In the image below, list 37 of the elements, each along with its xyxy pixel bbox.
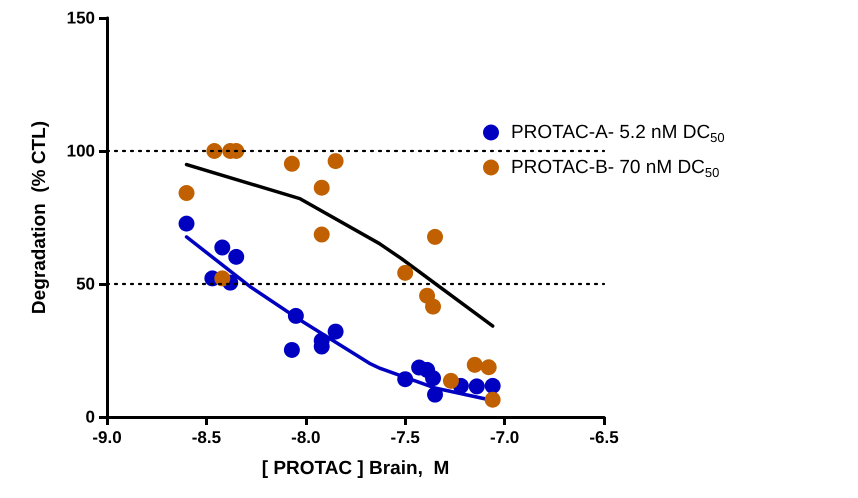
- point: [206, 143, 222, 159]
- point: [228, 248, 244, 265]
- x-tick-label: -7.0: [490, 428, 520, 447]
- y-tick-label: 100: [66, 142, 95, 160]
- point: [484, 392, 501, 408]
- point: [466, 356, 483, 373]
- point: [468, 378, 485, 394]
- point: [397, 264, 414, 281]
- point: [484, 378, 501, 394]
- point: [178, 216, 195, 232]
- point: [178, 185, 195, 202]
- point: [425, 370, 442, 386]
- point: [284, 156, 300, 172]
- point: [214, 240, 230, 256]
- x-tick-label: -7.5: [390, 428, 420, 447]
- point: [480, 359, 497, 376]
- x-tick-label: -8.5: [192, 428, 222, 447]
- point: [314, 180, 330, 196]
- point: [284, 342, 300, 358]
- x-axis-title: [ PROTAC ] Brain, M: [262, 458, 450, 479]
- point: [328, 324, 344, 340]
- y-axis-title: Degradation (% CTL): [29, 120, 50, 314]
- point: [442, 372, 459, 389]
- x-tick-label: -6.5: [589, 428, 619, 447]
- point: [214, 270, 230, 286]
- x-tick-label: -9.0: [92, 428, 122, 447]
- point: [397, 371, 414, 388]
- x-tick-label: -8.0: [291, 428, 320, 447]
- y-tick-label: 0: [86, 408, 95, 426]
- point: [425, 298, 442, 315]
- point: [328, 153, 344, 170]
- y-tick-label: 50: [76, 274, 95, 294]
- y-tick-label: 150: [66, 8, 95, 28]
- point: [427, 228, 444, 245]
- point: [314, 226, 330, 243]
- point: [427, 386, 444, 403]
- point: [288, 308, 304, 324]
